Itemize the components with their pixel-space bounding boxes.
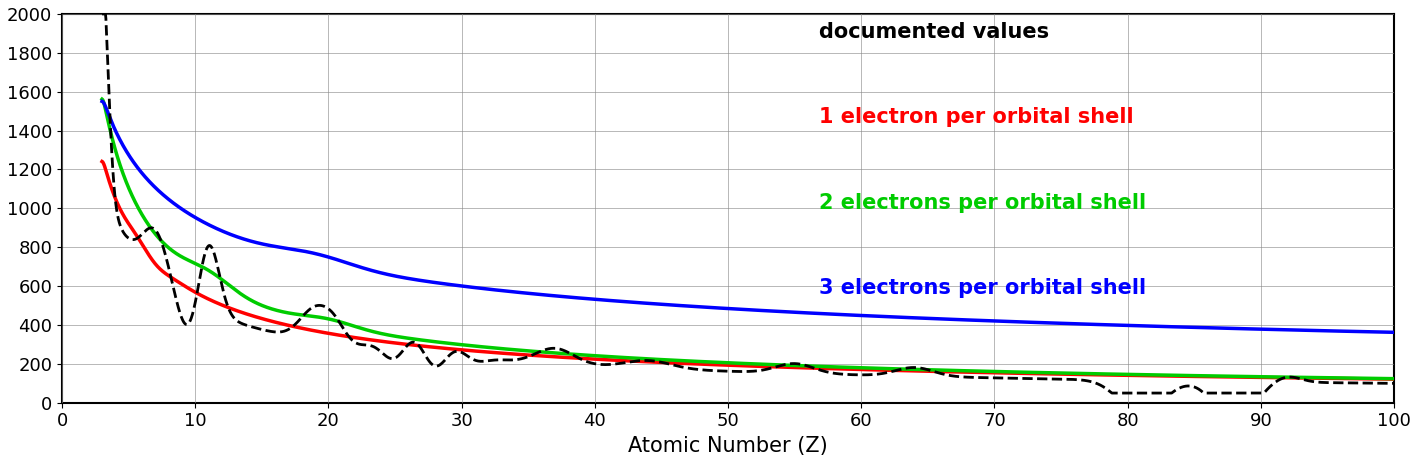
X-axis label: Atomic Number (Z): Atomic Number (Z) — [628, 436, 828, 456]
Text: 3 electrons per orbital shell: 3 electrons per orbital shell — [818, 278, 1146, 298]
Text: documented values: documented values — [818, 22, 1049, 42]
Text: 1 electron per orbital shell: 1 electron per orbital shell — [818, 107, 1133, 127]
Text: 2 electrons per orbital shell: 2 electrons per orbital shell — [818, 193, 1146, 213]
